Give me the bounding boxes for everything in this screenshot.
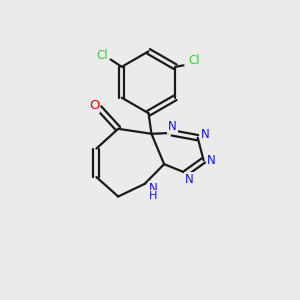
Text: N: N — [148, 182, 157, 195]
Text: N: N — [184, 173, 193, 186]
Text: Cl: Cl — [97, 49, 108, 62]
Text: N: N — [201, 128, 209, 141]
Text: H: H — [149, 191, 157, 201]
Text: O: O — [89, 99, 99, 112]
Text: Cl: Cl — [189, 54, 200, 68]
Text: N: N — [168, 120, 177, 133]
Text: N: N — [207, 154, 216, 167]
